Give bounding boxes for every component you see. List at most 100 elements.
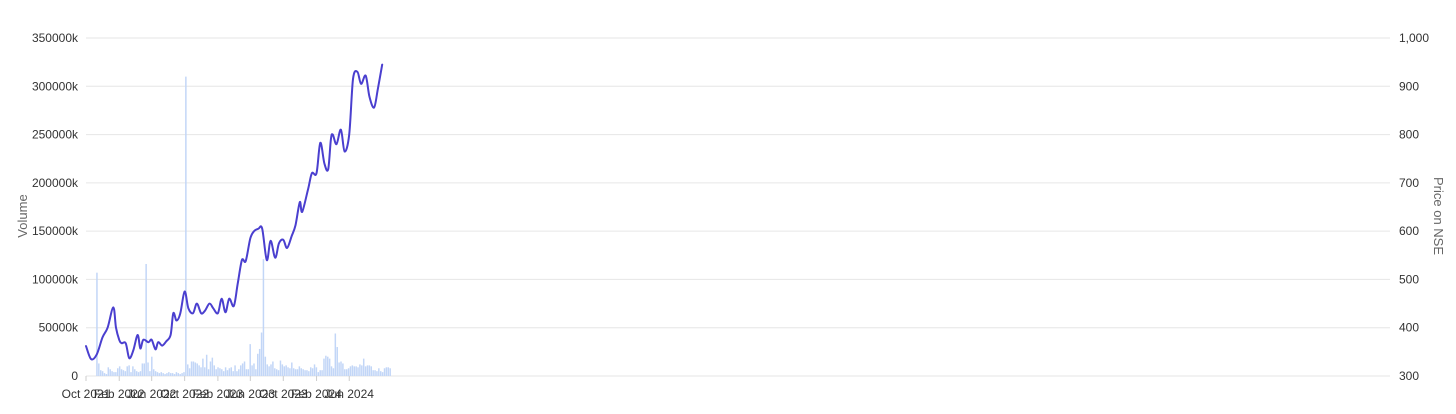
volume-bar — [277, 370, 280, 376]
volume-bar — [96, 272, 98, 376]
volume-bars — [96, 76, 391, 376]
volume-bar — [132, 366, 134, 376]
volume-bar — [289, 368, 291, 376]
volume-bar — [101, 371, 104, 376]
volume-bar — [266, 364, 268, 376]
volume-bar — [251, 365, 253, 376]
volume-bar — [361, 365, 363, 376]
volume-bar — [181, 373, 183, 376]
volume-tick-label: 50000k — [39, 321, 79, 335]
volume-bar — [169, 373, 172, 376]
volume-bar — [141, 363, 144, 376]
volume-bar — [249, 344, 251, 376]
volume-bar — [219, 368, 221, 376]
volume-bar — [183, 372, 185, 376]
volume-bar — [130, 372, 132, 376]
volume-bar — [334, 333, 337, 376]
volume-bar — [224, 367, 227, 376]
volume-bar — [156, 372, 159, 376]
volume-bar — [315, 367, 318, 376]
volume-bar — [205, 354, 208, 376]
volume-axis-title: Volume — [15, 194, 30, 237]
volume-bar — [147, 362, 149, 376]
volume-bar — [151, 356, 153, 376]
volume-bar — [115, 372, 117, 376]
volume-bar — [188, 368, 191, 376]
volume-bar — [381, 372, 384, 376]
volume-bar — [342, 363, 344, 376]
volume-bar — [287, 367, 289, 376]
volume-bar — [228, 368, 231, 376]
volume-bar — [158, 373, 161, 376]
volume-bar — [378, 368, 380, 376]
volume-bar — [103, 373, 106, 376]
volume-bar — [283, 366, 285, 376]
volume-bar — [173, 374, 176, 376]
volume-tick-label: 100000k — [32, 272, 79, 286]
volume-bar — [211, 357, 214, 376]
volume-bar — [134, 369, 136, 376]
price-line — [85, 63, 384, 361]
volume-bar — [262, 259, 265, 376]
volume-bar — [285, 365, 287, 376]
volume-bar — [264, 356, 267, 376]
volume-bar — [255, 369, 257, 376]
volume-bar — [374, 370, 376, 376]
volume-bar — [383, 368, 386, 376]
volume-bar — [143, 363, 145, 376]
volume-bar — [370, 366, 373, 376]
volume-bar — [274, 368, 276, 376]
volume-bar — [113, 372, 115, 376]
volume-tick-label: 0 — [71, 369, 78, 383]
price-tick-label: 500 — [1399, 272, 1419, 286]
volume-bar — [270, 364, 272, 376]
volume-bar — [126, 366, 128, 376]
price-tick-label: 400 — [1399, 321, 1419, 335]
price-axis: 300 400 500 600 700 800 900 1,000 — [1399, 31, 1429, 383]
volume-bar — [137, 372, 140, 376]
volume-bar — [302, 369, 304, 376]
volume-bar — [99, 370, 102, 376]
price-axis-title: Price on NSE — [1431, 177, 1446, 255]
volume-bar — [364, 366, 367, 376]
volume-tick-label: 200000k — [32, 176, 79, 190]
volume-bar — [366, 365, 369, 376]
volume-axis: 0 50000k 100000k 150000k 200000k 250000k 30000… — [32, 31, 79, 383]
volume-bar — [291, 362, 293, 376]
volume-bar — [319, 370, 321, 376]
volume-bar — [120, 369, 123, 376]
volume-bar — [171, 373, 174, 376]
volume-bar — [109, 369, 111, 376]
volume-bar — [309, 367, 312, 376]
volume-bar — [351, 365, 354, 376]
volume-bar — [325, 355, 327, 376]
volume-bar — [376, 371, 378, 376]
volume-bar — [128, 365, 130, 376]
volume-bar — [258, 348, 261, 376]
volume-bar — [122, 370, 125, 376]
volume-bar — [344, 369, 346, 376]
price-tick-label: 900 — [1399, 79, 1419, 93]
volume-bar — [241, 363, 244, 376]
volume-bar — [166, 373, 168, 376]
volume-bar — [118, 366, 121, 376]
volume-bar — [257, 353, 259, 376]
volume-bar — [300, 368, 303, 376]
volume-bar — [162, 373, 164, 376]
volume-bar — [357, 367, 359, 376]
volume-bar — [135, 371, 138, 376]
volume-bar — [387, 367, 390, 376]
volume-bar — [149, 371, 151, 376]
volume-tick-label: 150000k — [32, 224, 79, 238]
volume-bar — [321, 370, 323, 376]
volume-bar — [175, 372, 178, 376]
volume-bar — [98, 363, 100, 376]
volume-bar — [236, 371, 238, 376]
volume-bar — [298, 366, 301, 376]
volume-bar — [317, 372, 320, 376]
volume-bar — [168, 372, 170, 376]
volume-bar — [272, 361, 274, 376]
volume-bar — [345, 369, 348, 376]
volume-bar — [268, 366, 270, 376]
volume-bar — [308, 371, 310, 376]
